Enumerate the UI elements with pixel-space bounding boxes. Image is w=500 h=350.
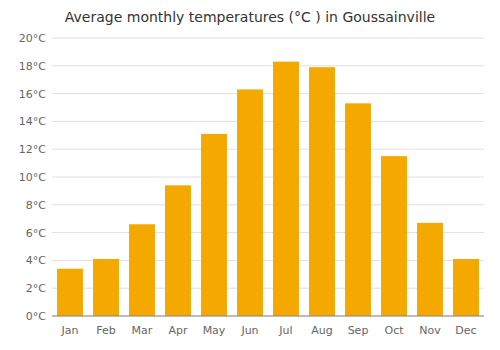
y-tick-label: 6°C bbox=[26, 227, 46, 240]
grid bbox=[52, 38, 484, 316]
y-tick-label: 0°C bbox=[26, 310, 46, 323]
bar bbox=[417, 223, 443, 316]
x-tick-label: Nov bbox=[419, 324, 441, 337]
page: {"chart_data": {"type": "bar", "title": … bbox=[0, 0, 500, 350]
title: Average monthly temperatures (°C ) in Go… bbox=[65, 9, 435, 25]
bar bbox=[93, 259, 119, 316]
y-tick-label: 2°C bbox=[26, 282, 46, 295]
grid-line bbox=[52, 204, 484, 205]
y-tick-label: 16°C bbox=[19, 88, 46, 101]
x-axis-line bbox=[52, 316, 484, 317]
chart: Average monthly temperatures (°C ) in Go… bbox=[0, 0, 500, 350]
grid-line bbox=[52, 316, 484, 317]
bar bbox=[129, 224, 155, 316]
bar bbox=[381, 156, 407, 316]
y-tick-label: 8°C bbox=[26, 199, 46, 212]
bar bbox=[345, 103, 371, 316]
bar bbox=[57, 269, 83, 316]
x-tick-label: Jul bbox=[278, 324, 292, 337]
bar bbox=[453, 259, 479, 316]
bar bbox=[309, 67, 335, 316]
y-tick-label: 12°C bbox=[19, 143, 46, 156]
grid-line bbox=[52, 93, 484, 94]
x-tick-label: Apr bbox=[168, 324, 188, 337]
bars bbox=[57, 62, 479, 316]
x-tick-label: Jan bbox=[61, 324, 79, 337]
y-tick-label: 4°C bbox=[26, 254, 46, 267]
x-tick-label: Sep bbox=[348, 324, 369, 337]
grid-line bbox=[52, 65, 484, 66]
x-tick-label: Mar bbox=[132, 324, 153, 337]
x-tick-label: Oct bbox=[384, 324, 404, 337]
grid-line bbox=[52, 149, 484, 150]
x-tick-label: May bbox=[203, 324, 226, 337]
x-tick-label: Jun bbox=[240, 324, 258, 337]
y-tick-label: 10°C bbox=[19, 171, 46, 184]
y-tick-label: 20°C bbox=[19, 32, 46, 45]
grid-line bbox=[52, 177, 484, 178]
x-tick-label: Dec bbox=[455, 324, 476, 337]
y-tick-label: 14°C bbox=[19, 115, 46, 128]
grid-line bbox=[52, 38, 484, 39]
bar bbox=[201, 134, 227, 316]
x-tick-label: Feb bbox=[96, 324, 115, 337]
grid-line bbox=[52, 121, 484, 122]
bar bbox=[165, 185, 191, 316]
y-tick-label: 18°C bbox=[19, 60, 46, 73]
bar bbox=[273, 62, 299, 316]
x-tick-label: Aug bbox=[311, 324, 332, 337]
bar bbox=[237, 89, 263, 316]
